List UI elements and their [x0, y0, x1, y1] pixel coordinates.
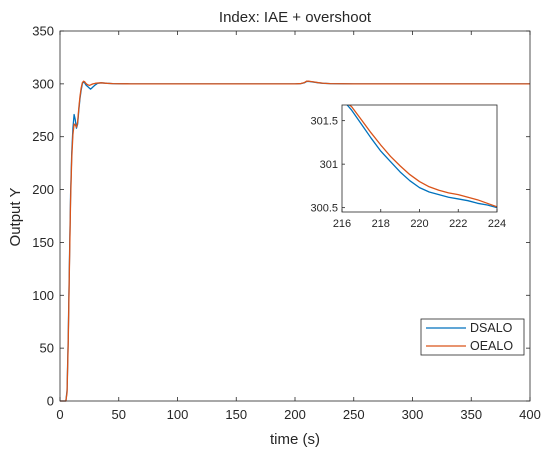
legend-box: [420, 318, 525, 356]
y-tick-label: 200: [32, 182, 54, 197]
inset-x-tick-label: 222: [449, 218, 467, 230]
x-tick-label: 300: [402, 407, 424, 422]
inset-plot: 216 218 220 222 224 300.5 301 301.5: [310, 104, 506, 230]
inset-x-tick-label: 216: [333, 218, 351, 230]
y-tick-label: 50: [40, 341, 54, 356]
inset-series-line-oealo: [348, 105, 497, 208]
legend: DSALO OEALO: [420, 318, 525, 356]
x-tick-label: 100: [167, 407, 189, 422]
y-tick-label: 100: [32, 288, 54, 303]
inset-y-tick-label: 300.5: [310, 203, 338, 215]
inset-y-tick-label: 301.5: [310, 116, 338, 128]
inset-x-tick-label: 218: [372, 218, 390, 230]
x-tick-label: 350: [460, 407, 482, 422]
inset-y-tick-label: 301: [320, 159, 338, 171]
legend-label-dsalo: DSALO: [470, 321, 513, 335]
y-tick-label: 150: [32, 235, 54, 250]
x-tick-label: 150: [225, 407, 247, 422]
x-tick-label: 0: [56, 407, 63, 422]
x-tick-label: 200: [284, 407, 306, 422]
inset-frame: [341, 104, 498, 213]
inset-background: [342, 105, 497, 212]
y-tick-label: 250: [32, 129, 54, 144]
x-tick-label: 50: [112, 407, 126, 422]
chart-title: Index: IAE + overshoot: [219, 9, 372, 26]
legend-label-oealo: OEALO: [470, 339, 513, 353]
y-tick-label: 0: [47, 394, 54, 409]
inset-series-lines: [346, 105, 497, 209]
inset-x-tick-label: 224: [488, 218, 506, 230]
y-tick-label: 350: [32, 24, 54, 39]
series-line-oealo: [60, 80, 530, 402]
x-axis-label: time (s): [270, 431, 320, 448]
plot-frame: [59, 30, 531, 402]
main-series-lines: [60, 80, 530, 402]
y-tick-label: 300: [32, 76, 54, 91]
main-ticks: 0 50 100 150 200 250 300 350 400 0 50 100 150 200 250 3…: [32, 24, 541, 423]
inset-ticks: 216 218 220 222 224 300.5 301 301.5: [310, 116, 506, 230]
y-axis-label: Output Y: [7, 188, 24, 247]
x-tick-label: 400: [519, 407, 541, 422]
inset-x-tick-label: 220: [410, 218, 428, 230]
inset-series-line-dsalo: [346, 105, 497, 209]
x-tick-label: 250: [343, 407, 365, 422]
